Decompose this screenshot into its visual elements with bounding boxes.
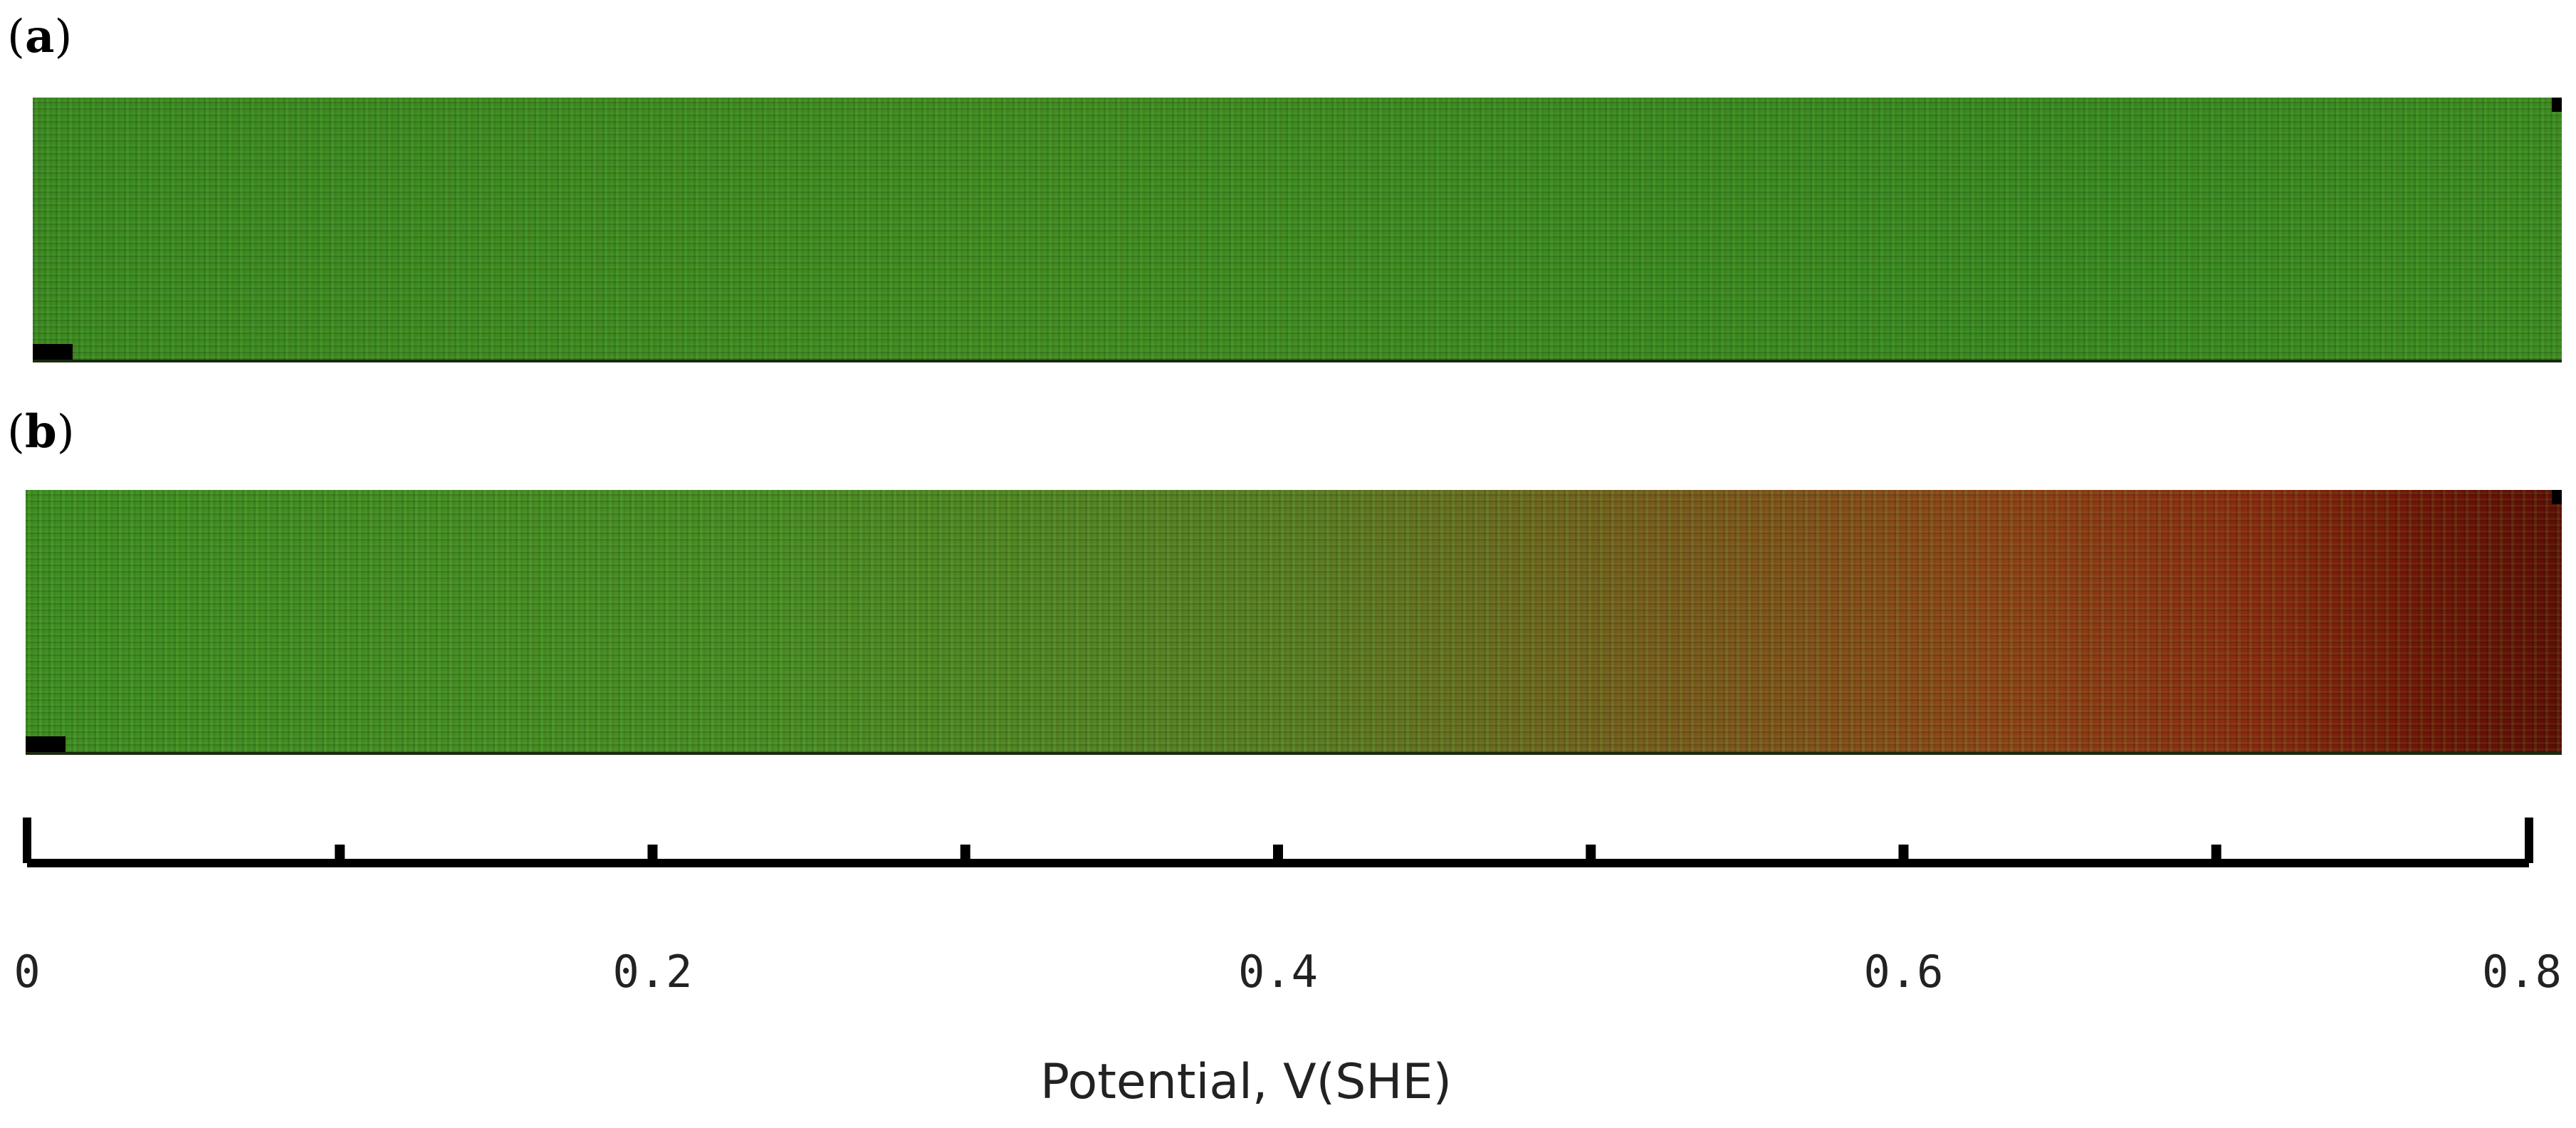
panel-label-b: (b): [7, 405, 75, 459]
tick-label: 0.8: [2482, 946, 2562, 998]
color-map-strip-a: [33, 98, 2562, 362]
panel-label-a: (a): [7, 10, 73, 63]
axis-title: Potential, V(SHE): [1040, 1054, 1452, 1110]
tick-label: 0.4: [1238, 946, 1318, 998]
potential-axis: [23, 818, 2533, 867]
tick-label: 0.2: [612, 946, 693, 998]
color-map-strip-b: [26, 490, 2562, 755]
tick-label: 0: [14, 946, 41, 998]
tick-label: 0.6: [1863, 946, 1944, 998]
scale-marker: [26, 736, 66, 752]
corner-marker: [2552, 98, 2562, 112]
scale-marker: [33, 344, 73, 360]
corner-marker: [2552, 490, 2562, 504]
